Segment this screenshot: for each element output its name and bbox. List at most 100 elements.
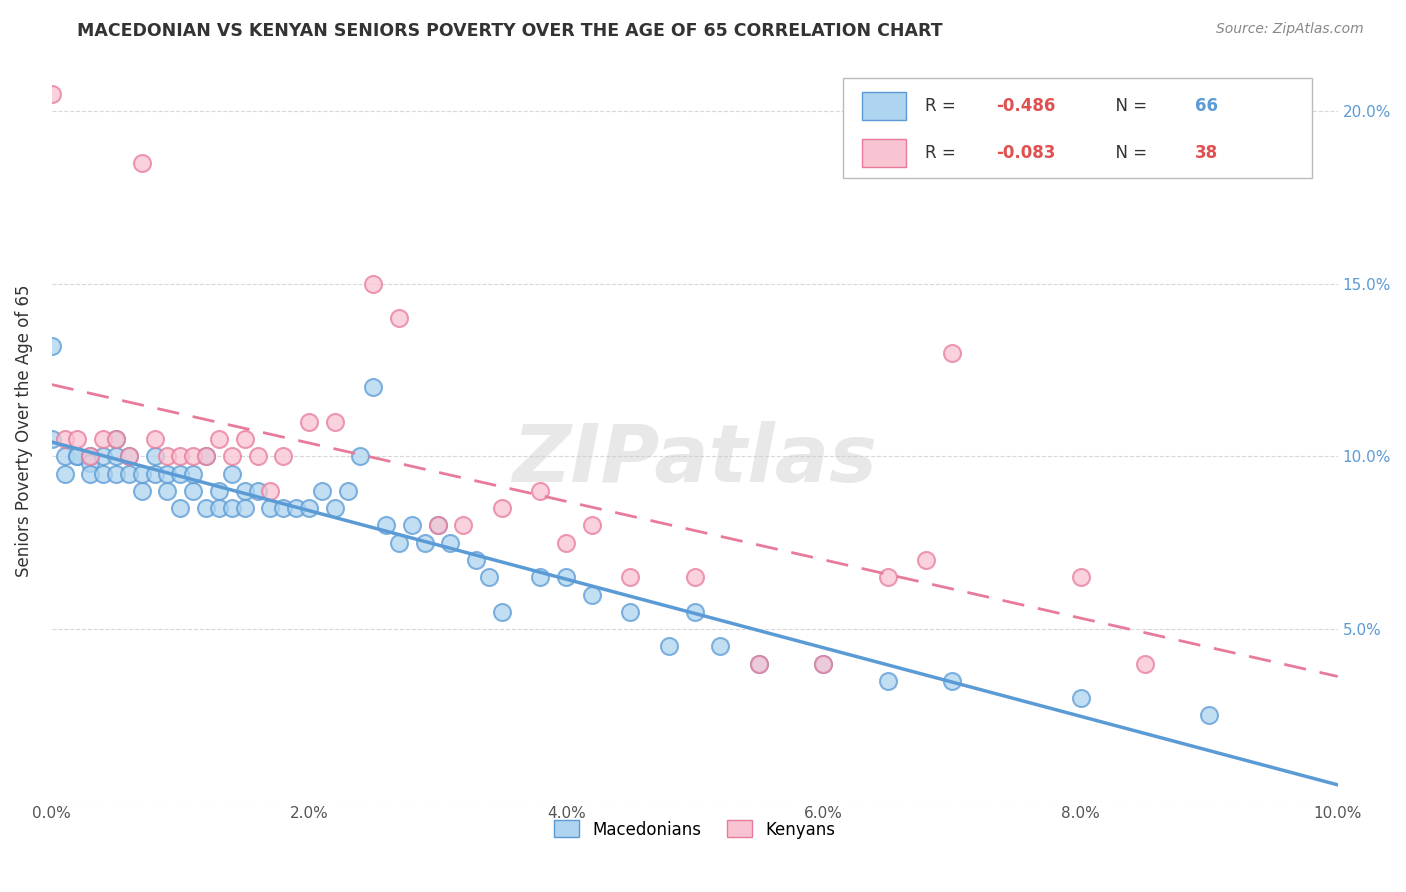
Point [53, 467, 76, 481]
Point [285, 501, 308, 516]
Point [79, 450, 101, 464]
Point [91, 450, 114, 464]
Point [426, 518, 449, 533]
Text: Source: ZipAtlas.com: Source: ZipAtlas.com [1216, 22, 1364, 37]
Point [876, 673, 898, 688]
Point [581, 587, 603, 601]
Point [105, 432, 128, 446]
Point [66, 450, 89, 464]
Point [181, 450, 204, 464]
Point [169, 501, 191, 516]
Point [181, 483, 204, 498]
Point [619, 570, 641, 584]
Point [401, 518, 423, 533]
Point [156, 483, 179, 498]
Point [233, 483, 256, 498]
Point [555, 570, 578, 584]
Point [195, 450, 218, 464]
Point [221, 450, 243, 464]
Point [259, 483, 281, 498]
Point [1198, 708, 1220, 723]
Point [439, 535, 461, 549]
Point [323, 501, 346, 516]
Point [1070, 570, 1092, 584]
Text: ZIPatlas: ZIPatlas [512, 421, 877, 500]
Point [683, 570, 706, 584]
Point [658, 640, 681, 654]
Point [271, 450, 294, 464]
Point [131, 483, 153, 498]
Point [748, 657, 770, 671]
Point [91, 467, 114, 481]
FancyBboxPatch shape [862, 92, 905, 120]
Point [876, 570, 898, 584]
Point [361, 380, 384, 394]
Point [298, 415, 321, 429]
Point [105, 450, 128, 464]
Point [195, 501, 218, 516]
Point [53, 450, 76, 464]
Point [491, 605, 513, 619]
Legend: Macedonians, Kenyans: Macedonians, Kenyans [548, 814, 842, 846]
Point [336, 483, 359, 498]
Point [1133, 657, 1156, 671]
Point [118, 450, 141, 464]
Point [233, 432, 256, 446]
Point [529, 483, 551, 498]
Point [221, 501, 243, 516]
Point [143, 467, 166, 481]
Point [131, 467, 153, 481]
Point [813, 657, 835, 671]
Point [66, 432, 89, 446]
Point [41, 339, 63, 353]
FancyBboxPatch shape [862, 139, 905, 168]
Text: N =: N = [1105, 97, 1153, 115]
Point [941, 346, 963, 360]
Point [79, 456, 101, 470]
Point [451, 518, 474, 533]
Point [181, 467, 204, 481]
Point [79, 467, 101, 481]
Point [748, 657, 770, 671]
Text: MACEDONIAN VS KENYAN SENIORS POVERTY OVER THE AGE OF 65 CORRELATION CHART: MACEDONIAN VS KENYAN SENIORS POVERTY OVE… [77, 22, 943, 40]
Point [581, 518, 603, 533]
Text: R =: R = [925, 145, 962, 162]
Text: 38: 38 [1195, 145, 1219, 162]
Point [156, 450, 179, 464]
Point [53, 432, 76, 446]
Text: 66: 66 [1195, 97, 1218, 115]
Point [311, 483, 333, 498]
Point [118, 467, 141, 481]
Point [208, 483, 231, 498]
Point [298, 501, 321, 516]
Point [91, 432, 114, 446]
Point [709, 640, 731, 654]
Point [813, 657, 835, 671]
Point [41, 87, 63, 102]
Point [221, 467, 243, 481]
Y-axis label: Seniors Poverty Over the Age of 65: Seniors Poverty Over the Age of 65 [15, 285, 32, 577]
Point [79, 450, 101, 464]
Text: -0.486: -0.486 [995, 97, 1056, 115]
Point [915, 553, 938, 567]
Point [143, 432, 166, 446]
Point [271, 501, 294, 516]
Point [529, 570, 551, 584]
Point [491, 501, 513, 516]
Point [259, 501, 281, 516]
Point [323, 415, 346, 429]
Point [195, 450, 218, 464]
Point [105, 432, 128, 446]
Point [156, 467, 179, 481]
Point [683, 605, 706, 619]
Point [169, 450, 191, 464]
Point [169, 467, 191, 481]
Point [478, 570, 501, 584]
Point [426, 518, 449, 533]
Point [388, 535, 411, 549]
Point [375, 518, 398, 533]
Point [233, 501, 256, 516]
Point [941, 673, 963, 688]
Point [465, 553, 488, 567]
Point [246, 483, 269, 498]
